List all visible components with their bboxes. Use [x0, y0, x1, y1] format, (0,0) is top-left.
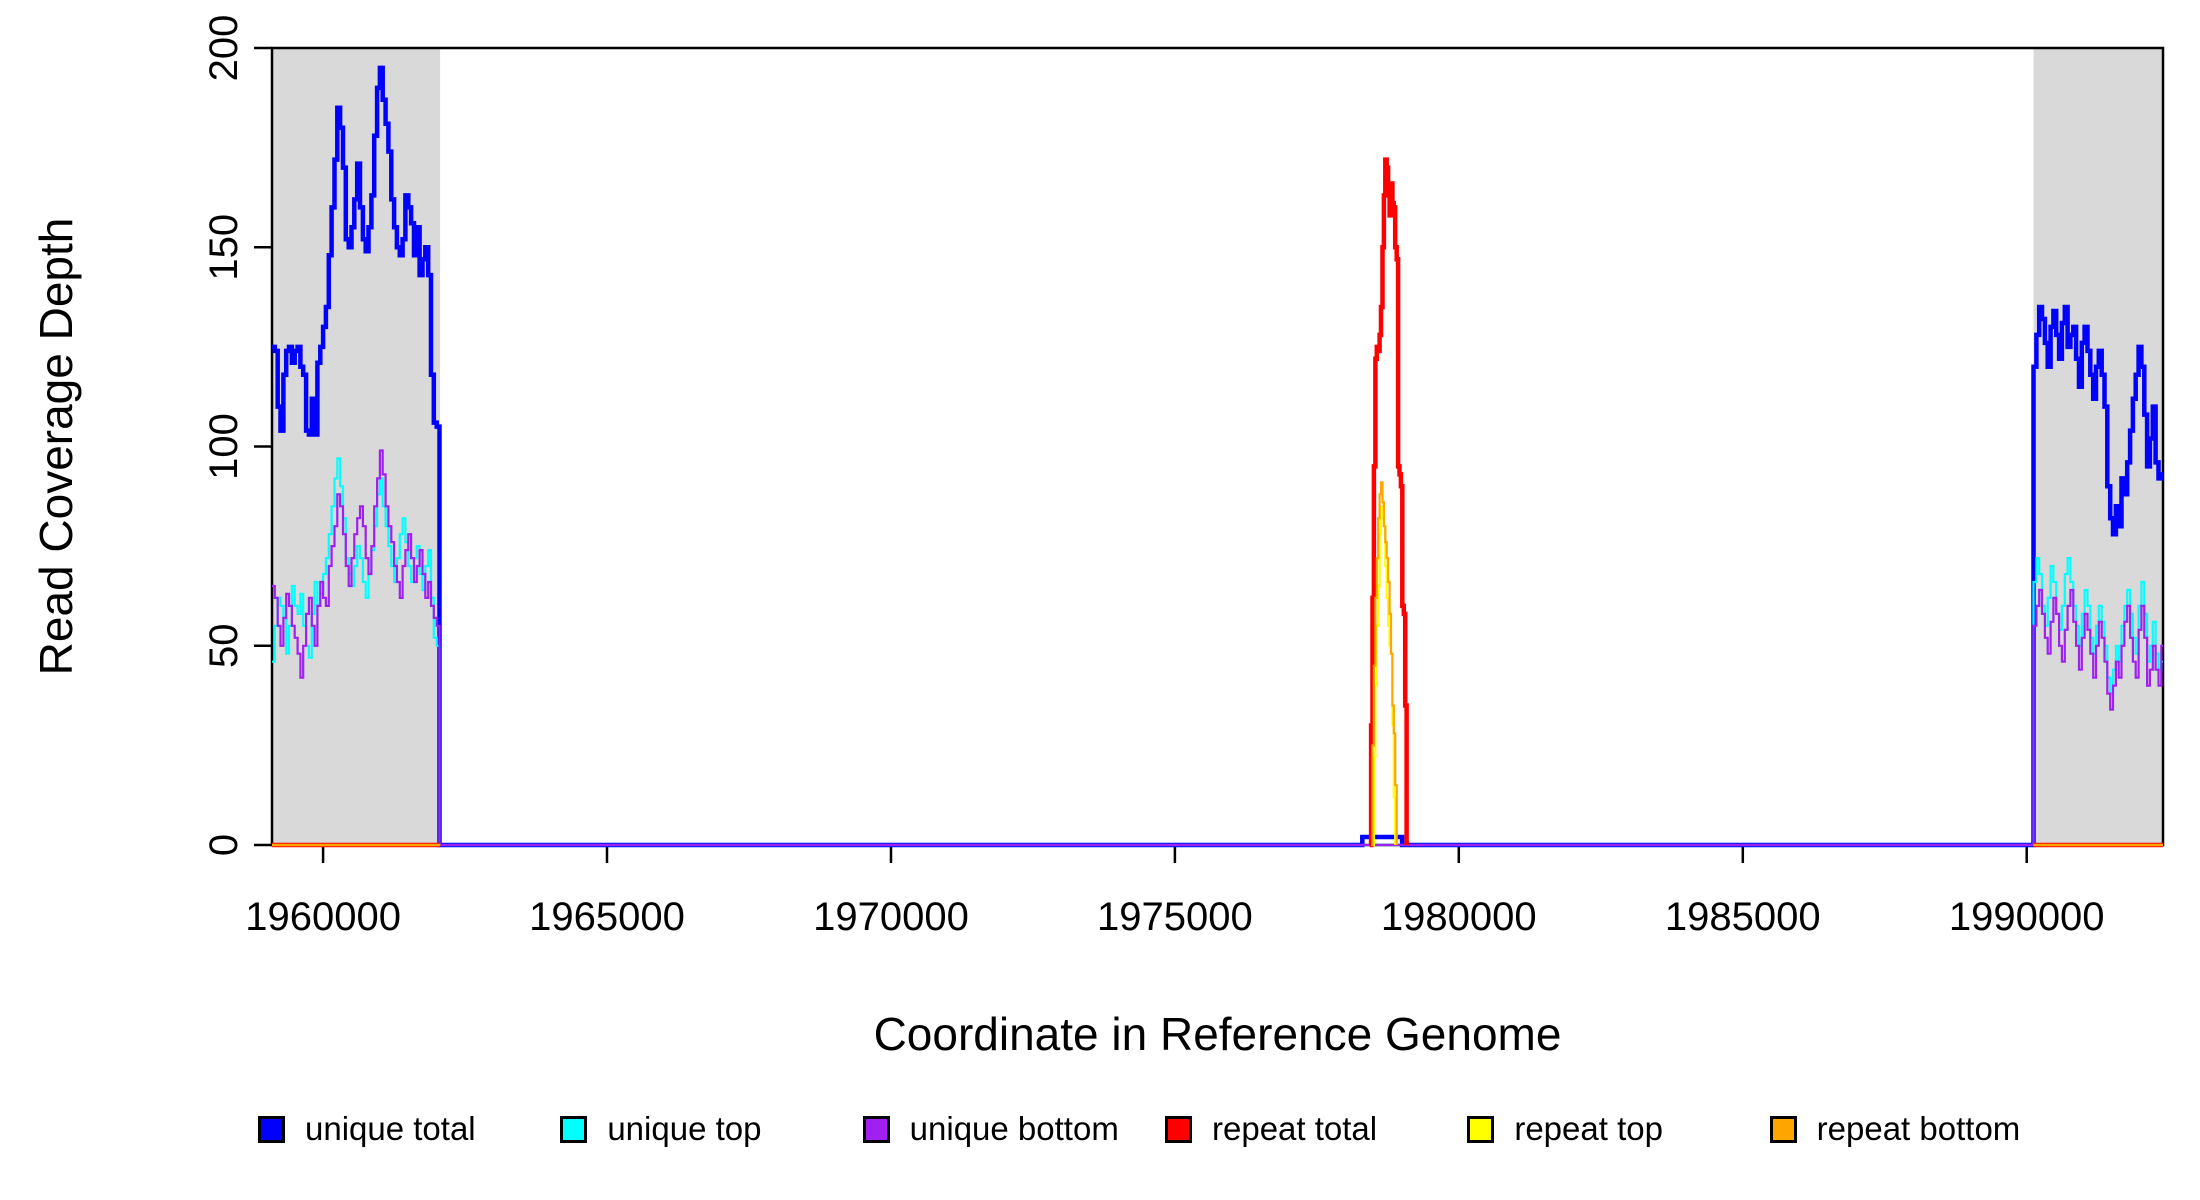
repeat-total-swatch-icon [1165, 1115, 1192, 1143]
chart-canvas: 1960000 1965000 1970000 1975000 1980000 19850… [30, 15, 2165, 1060]
y-tick-label: 100 [202, 413, 246, 480]
series-repeat-total [1368, 157, 1409, 848]
series-unique-total [272, 65, 2164, 848]
legend-label: unique bottom [909, 1110, 1119, 1147]
legend-entry-repeat-bottom: repeat bottom [1769, 1110, 2072, 1148]
legend-entry-unique-top: unique top [560, 1110, 862, 1148]
series-repeat-bottom [1371, 481, 1398, 847]
legend-entry-unique-bottom: unique bottom [862, 1110, 1165, 1148]
x-axis-title: Coordinate in Reference Genome [874, 1008, 1562, 1060]
y-tick-label: 50 [202, 624, 246, 669]
legend-entry-unique-total: unique total [258, 1110, 560, 1148]
legend-label: repeat top [1514, 1110, 1663, 1147]
legend-entry-repeat-total: repeat total [1165, 1110, 1467, 1148]
legend-label: repeat total [1212, 1110, 1378, 1147]
x-tick-label: 1975000 [1097, 895, 1253, 939]
y-tick-label: 0 [202, 834, 246, 856]
repeat-region-highlight [2033, 48, 2163, 845]
y-tick-label: 200 [202, 15, 246, 82]
legend-entry-repeat-top: repeat top [1467, 1110, 1769, 1148]
y-tick-label: 150 [202, 214, 246, 281]
x-tick-label: 1990000 [1949, 895, 2105, 939]
legend-label: unique total [305, 1110, 476, 1147]
x-tick-label: 1970000 [813, 895, 969, 939]
repeat-top-swatch-icon [1467, 1115, 1495, 1143]
unique-top-swatch-icon [560, 1115, 588, 1143]
plot-box [270, 46, 2165, 847]
unique-bottom-swatch-icon [862, 1115, 890, 1143]
legend: unique total unique top unique bottom re… [258, 1098, 2072, 1160]
legend-label: repeat bottom [1816, 1110, 2021, 1147]
repeat-bottom-swatch-icon [1769, 1115, 1797, 1143]
legend-label: unique top [607, 1110, 762, 1147]
series-unique-bottom [272, 449, 2163, 847]
unique-total-swatch-icon [258, 1115, 285, 1143]
x-tick-label: 1980000 [1381, 895, 1537, 939]
series-unique-top [272, 457, 2163, 847]
x-tick-label: 1960000 [245, 895, 401, 939]
x-tick-label: 1985000 [1665, 895, 1821, 939]
read-coverage-chart: 1960000 1965000 1970000 1975000 1980000 19850… [30, 15, 2165, 1060]
y-axis-title: Read Coverage Depth [30, 218, 82, 676]
x-tick-label: 1965000 [529, 895, 685, 939]
